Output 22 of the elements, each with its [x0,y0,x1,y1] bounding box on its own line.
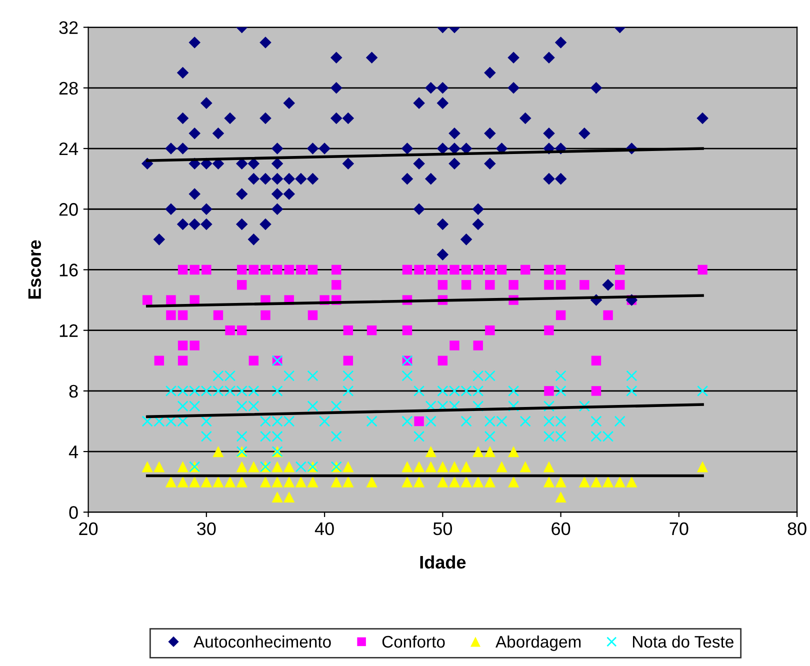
x-tick-label: 30 [197,522,216,536]
x-tick-label: 70 [670,522,688,536]
x-tick-label: 80 [788,522,806,536]
x-tick-label: 60 [552,522,570,536]
x-tick-label: 40 [314,522,334,536]
y-tick-label: 8 [69,384,78,398]
legend-label: Autoconhecimento [194,635,331,648]
y-tick-label: 12 [60,324,78,337]
x-tick-label: 20 [79,522,98,536]
y-tick-label: 20 [59,203,78,216]
legend-label: Nota do Teste [632,635,734,648]
legend-label: Abordagem [496,635,581,651]
y-tick-label: 28 [59,82,78,95]
x-tick-label: 50 [433,522,452,536]
x-axis-title: Idade [420,555,466,569]
y-tick-label: 16 [60,264,78,276]
y-tick-label: 0 [69,506,78,519]
legend-label: Conforto [382,635,445,648]
y-tick-label: 4 [68,446,78,458]
y-tick-label: 24 [59,142,78,156]
y-tick-label: 32 [59,21,78,34]
y-axis-title: Escore [28,240,42,299]
